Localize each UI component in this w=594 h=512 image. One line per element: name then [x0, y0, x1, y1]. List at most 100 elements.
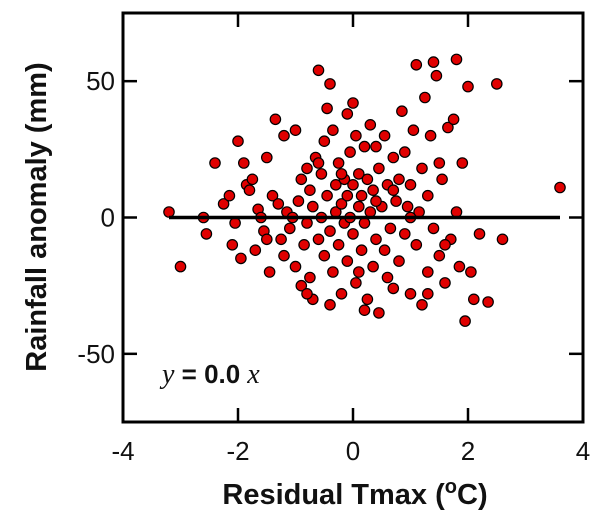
- data-point: [396, 105, 408, 117]
- data-point: [352, 168, 365, 180]
- x-axis-label-main: Residual Tmax (: [222, 479, 445, 511]
- data-point: [347, 179, 359, 191]
- data-point: [318, 249, 331, 262]
- data-point: [332, 157, 345, 169]
- x-tick-label: 2: [461, 436, 475, 466]
- data-point: [427, 222, 440, 235]
- axis-ticks: [121, 13, 585, 422]
- equation-var-x: x: [240, 359, 260, 390]
- data-point: [456, 157, 469, 169]
- data-point: [410, 59, 423, 71]
- data-point: [473, 228, 486, 240]
- data-point: [249, 244, 262, 256]
- data-point: [367, 260, 379, 273]
- data-point: [269, 113, 282, 126]
- y-tick-label: 0: [101, 203, 115, 233]
- data-point: [361, 293, 374, 306]
- x-tick-label: 0: [346, 436, 360, 466]
- x-tick-label: -2: [226, 436, 249, 466]
- data-point: [324, 78, 336, 90]
- data-point: [373, 162, 385, 175]
- data-point: [450, 206, 463, 218]
- data-point: [421, 266, 434, 278]
- data-point: [324, 225, 336, 237]
- data-point: [301, 287, 313, 300]
- data-point: [352, 266, 365, 278]
- data-point: [424, 129, 437, 142]
- data-point: [419, 91, 431, 104]
- data-point: [410, 239, 423, 251]
- data-point: [312, 157, 325, 169]
- x-axis-label-sup: o: [445, 476, 457, 498]
- data-point: [312, 64, 325, 77]
- fit-equation: y = 0.0 x: [159, 359, 260, 390]
- data-point: [332, 239, 345, 251]
- data-point: [235, 252, 247, 265]
- data-point: [243, 184, 256, 196]
- data-point: [358, 140, 371, 153]
- tick-labels: -4 -2 0 2 4 -50 0 50: [77, 66, 590, 466]
- data-point: [223, 189, 236, 202]
- data-point: [416, 162, 428, 175]
- data-point: [401, 200, 414, 213]
- data-point: [384, 222, 397, 235]
- data-point: [421, 189, 434, 202]
- data-point: [427, 56, 440, 68]
- data-point: [347, 97, 359, 109]
- data-point: [364, 206, 377, 218]
- data-point: [398, 228, 411, 240]
- data-point: [295, 173, 308, 186]
- data-point: [306, 200, 319, 213]
- data-point: [439, 277, 451, 289]
- data-point: [263, 266, 276, 278]
- data-point: [318, 135, 331, 147]
- data-point: [200, 228, 213, 240]
- data-point: [453, 260, 466, 273]
- data-point: [459, 315, 471, 327]
- data-point: [482, 296, 494, 308]
- plot-frame: [121, 11, 585, 424]
- data-point: [246, 173, 259, 186]
- data-point: [298, 239, 310, 251]
- data-point: [378, 129, 391, 142]
- data-point: [352, 200, 365, 213]
- equation-coefficient: 0.0: [204, 359, 240, 389]
- data-point: [347, 228, 359, 240]
- data-point: [278, 129, 290, 142]
- y-tick-label: 50: [86, 66, 115, 96]
- data-point: [398, 146, 411, 158]
- data-point: [370, 195, 382, 207]
- data-point: [327, 266, 339, 278]
- data-point: [439, 239, 451, 251]
- data-point: [292, 195, 305, 207]
- data-point: [344, 146, 356, 158]
- data-point: [260, 233, 273, 246]
- data-point: [289, 124, 302, 136]
- data-point: [321, 189, 333, 202]
- data-point: [373, 307, 385, 319]
- data-point: [387, 184, 400, 196]
- data-point: [341, 189, 354, 202]
- data-point: [163, 206, 175, 218]
- data-point: [350, 277, 362, 289]
- data-point: [321, 102, 333, 115]
- data-point: [436, 173, 448, 186]
- data-point: [226, 239, 239, 251]
- data-point: [462, 80, 474, 93]
- data-point: [407, 124, 420, 136]
- data-point: [315, 168, 328, 180]
- data-point: [275, 233, 287, 246]
- data-point: [404, 179, 417, 191]
- data-point: [232, 135, 244, 147]
- data-point: [387, 151, 400, 164]
- data-point: [238, 157, 250, 169]
- data-point: [209, 157, 221, 169]
- data-point: [450, 53, 463, 66]
- x-tick-label: -4: [111, 436, 134, 466]
- data-point: [335, 168, 348, 180]
- data-point: [350, 129, 362, 142]
- data-point: [404, 287, 417, 300]
- data-point: [324, 298, 336, 311]
- data-point: [364, 119, 377, 131]
